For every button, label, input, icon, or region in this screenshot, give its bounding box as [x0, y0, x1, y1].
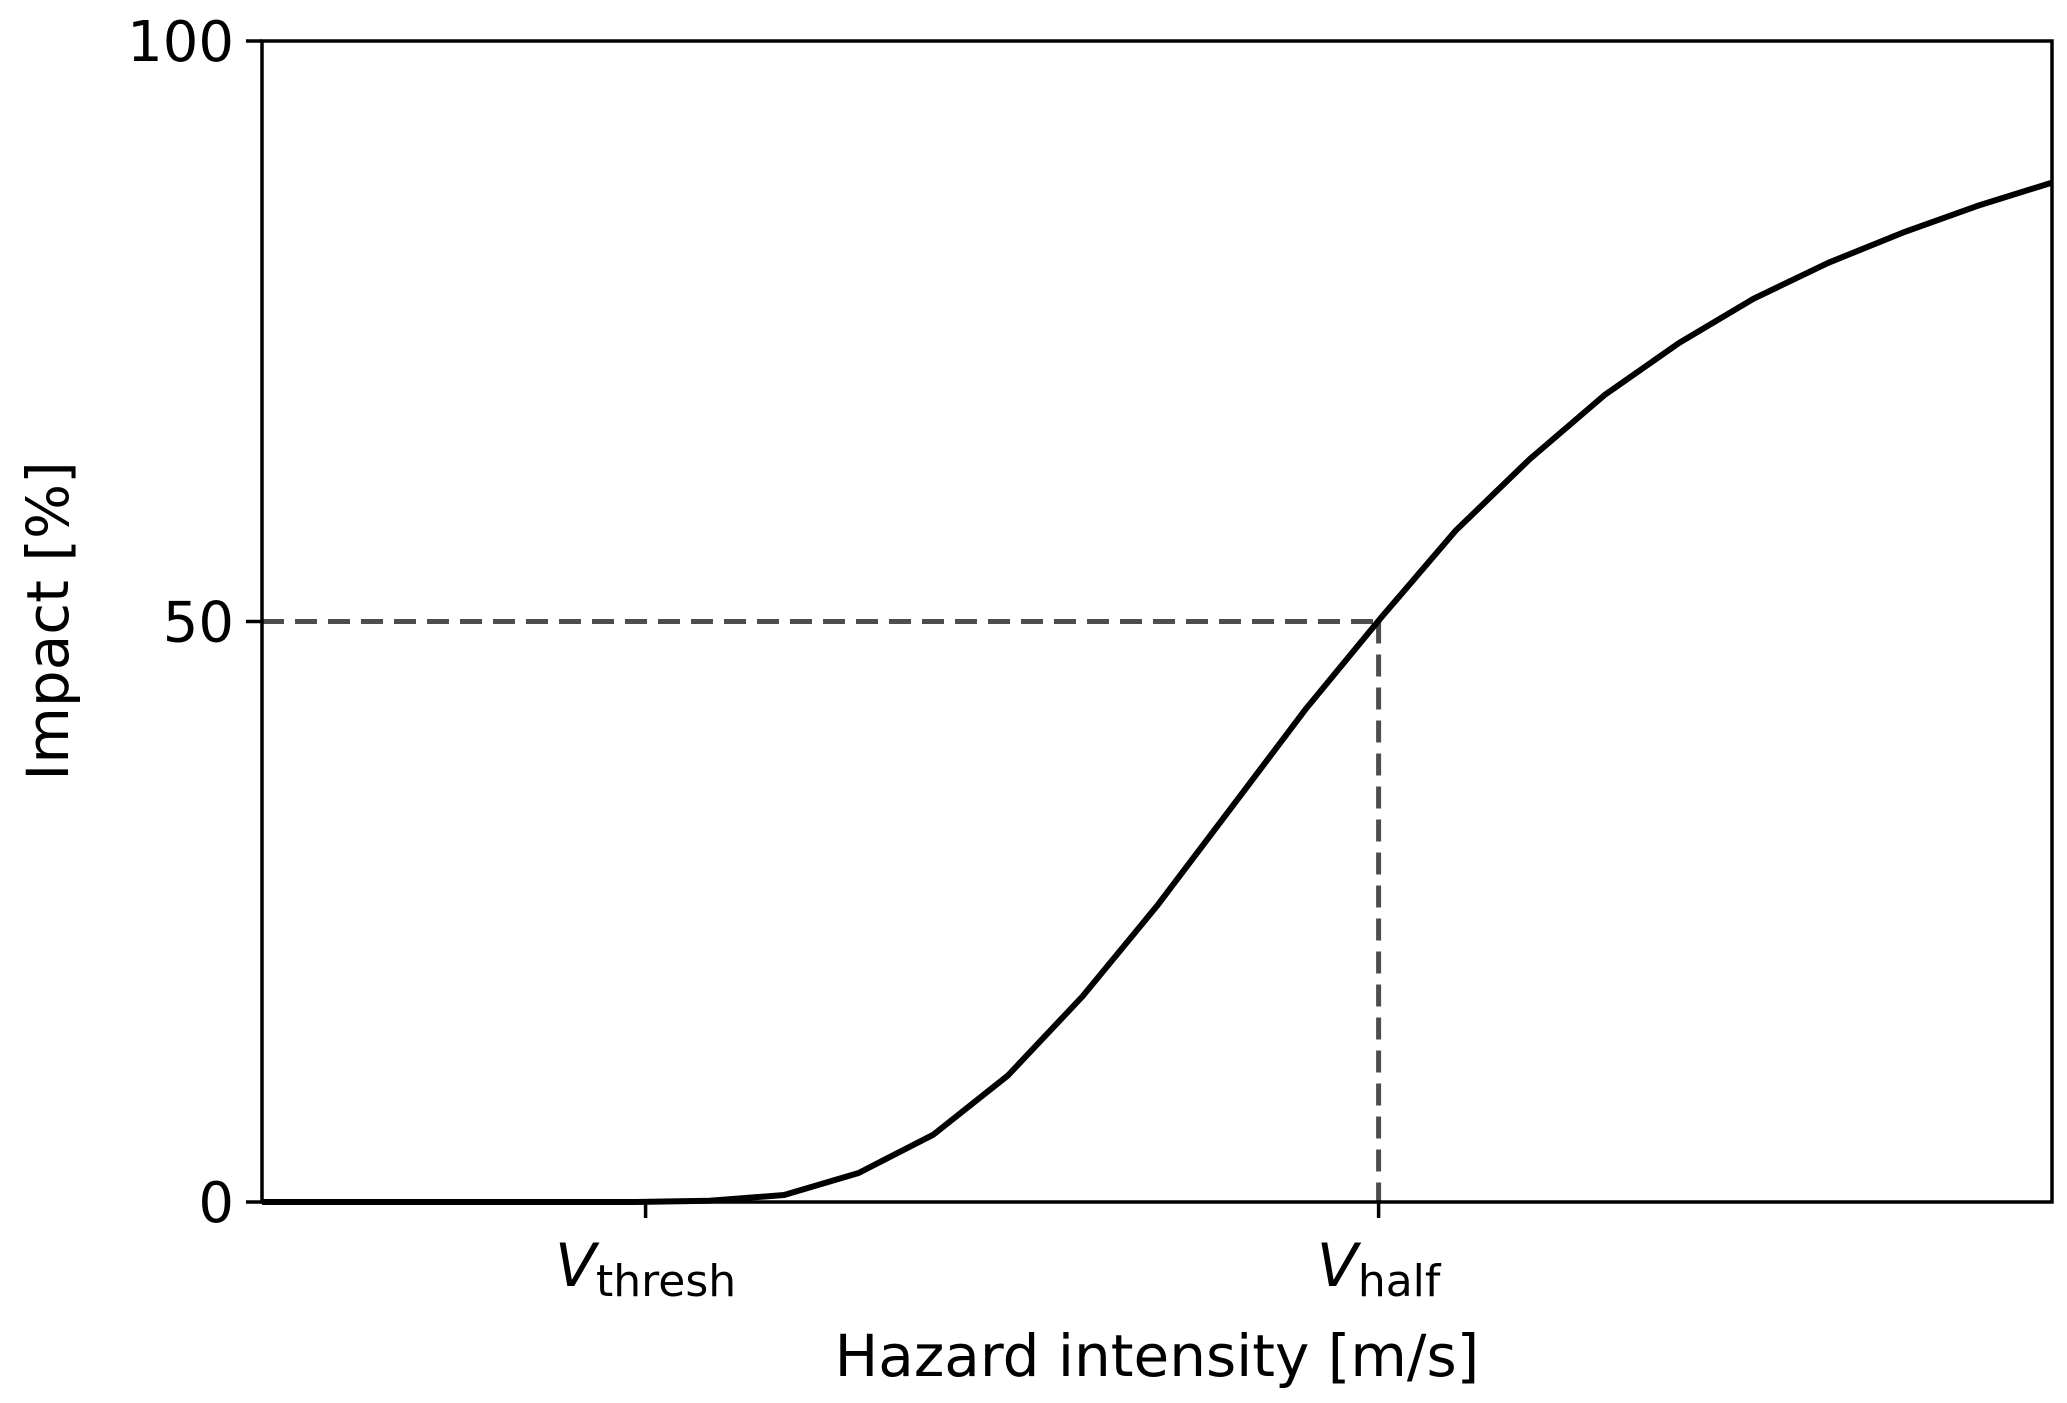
- x-tick-label: Vthresh: [555, 1231, 736, 1307]
- x-axis-title: Hazard intensity [m/s]: [835, 1322, 1480, 1390]
- y-axis-ticks: 0 50 100: [127, 10, 262, 1236]
- series-line-0: [262, 179, 2053, 1205]
- y-axis-title: Impact [%]: [14, 461, 82, 780]
- x-tick-label: Vhalf: [1317, 1231, 1442, 1307]
- plot-area: [262, 179, 2053, 1205]
- y-tick-label: 50: [163, 591, 234, 656]
- y-tick-label: 100: [127, 10, 234, 75]
- y-tick-label: 0: [198, 1171, 234, 1236]
- x-axis-ticks: Vthresh Vhalf: [555, 1202, 1442, 1307]
